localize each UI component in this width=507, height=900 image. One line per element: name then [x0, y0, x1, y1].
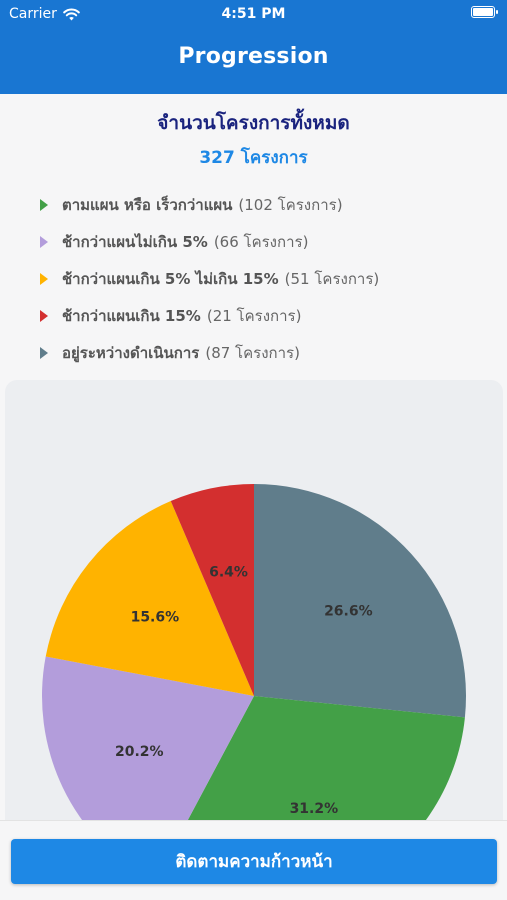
legend-item: ช้ากว่าแผนเกิน 5% ไม่เกิน 15% (51 โครงกา…	[40, 260, 379, 297]
legend-item: ช้ากว่าแผนเกิน 15% (21 โครงการ)	[40, 297, 379, 334]
status-time: 4:51 PM	[221, 6, 286, 22]
legend-count: (66 โครงการ)	[213, 232, 309, 251]
pie-slice-label: 20.2%	[115, 744, 164, 760]
legend-label: ช้ากว่าแผนเกิน 5% ไม่เกิน 15%	[62, 269, 279, 288]
bottom-bar: ติดตามความก้าวหน้า	[0, 820, 507, 900]
chart-legend: ตามแผน หรือ เร็วกว่าแผน (102 โครงการ) ช้…	[40, 186, 379, 371]
legend-marker-icon	[40, 235, 48, 248]
legend-item: ตามแผน หรือ เร็วกว่าแผน (102 โครงการ)	[40, 186, 379, 223]
legend-count: (21 โครงการ)	[206, 306, 302, 325]
pie-chart-card: 26.6% 31.2% 20.2% 15.6% 6.4%	[5, 380, 503, 820]
legend-item: ช้ากว่าแผนไม่เกิน 5% (66 โครงการ)	[40, 223, 379, 260]
status-right	[471, 6, 498, 18]
legend-count: (87 โครงการ)	[205, 343, 300, 362]
status-left: Carrier	[9, 6, 80, 22]
legend-label: ช้ากว่าแผนเกิน 15%	[62, 306, 201, 325]
summary-title: จำนวนโครงการทั้งหมด	[157, 112, 350, 134]
legend-marker-icon	[40, 346, 48, 359]
header-bar: Carrier 4:51 PM Progression	[0, 0, 507, 94]
legend-count: (51 โครงการ)	[284, 269, 380, 288]
pie-slice-label: 15.6%	[131, 609, 180, 625]
pie-slice[interactable]	[42, 656, 254, 820]
legend-label: อยู่ระหว่างดำเนินการ	[62, 343, 200, 362]
carrier-label: Carrier	[9, 6, 57, 22]
legend-marker-icon	[40, 309, 48, 322]
legend-count: (102 โครงการ)	[238, 195, 343, 214]
status-bar: Carrier 4:51 PM	[0, 0, 507, 28]
pie-slice-label: 31.2%	[290, 801, 339, 817]
legend-marker-icon	[40, 198, 48, 211]
main-content: จำนวนโครงการทั้งหมด 327 โครงการ ตามแผน ห…	[0, 94, 507, 820]
pie-slice[interactable]	[154, 696, 465, 820]
pie-slice-label: 26.6%	[324, 604, 373, 620]
pie-slice[interactable]	[45, 501, 254, 696]
legend-label: ช้ากว่าแผนไม่เกิน 5%	[62, 232, 208, 251]
track-progress-button[interactable]: ติดตามความก้าวหน้า	[11, 839, 497, 884]
battery-icon	[471, 6, 498, 18]
wifi-icon	[63, 7, 80, 20]
pie-chart[interactable]: 26.6% 31.2% 20.2% 15.6% 6.4%	[5, 380, 503, 820]
page-title: Progression	[178, 44, 329, 69]
legend-label: ตามแผน หรือ เร็วกว่าแผน	[62, 195, 233, 214]
pie-slice-label: 6.4%	[209, 564, 248, 580]
pie-slice[interactable]	[170, 484, 254, 696]
pie-slice[interactable]	[254, 484, 466, 718]
legend-item: อยู่ระหว่างดำเนินการ (87 โครงการ)	[40, 334, 379, 371]
legend-marker-icon	[40, 272, 48, 285]
summary-total: 327 โครงการ	[199, 148, 308, 168]
